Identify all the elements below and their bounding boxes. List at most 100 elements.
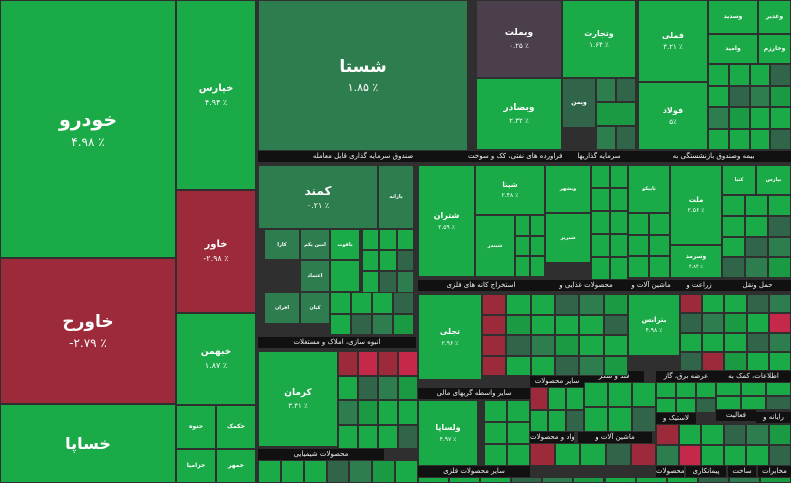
tile-small[interactable] bbox=[591, 257, 610, 280]
tile-kamand[interactable]: کمند ۰.۲۱ ٪ bbox=[258, 165, 378, 229]
tile-mellat[interactable]: ملت ۲.۵۶ ٪ bbox=[670, 165, 722, 245]
tile-small[interactable] bbox=[656, 397, 676, 413]
tile-small[interactable] bbox=[358, 424, 378, 449]
tile-small[interactable] bbox=[608, 407, 632, 432]
tile-small[interactable] bbox=[555, 355, 580, 376]
tile-small[interactable] bbox=[362, 250, 380, 272]
tile-small[interactable] bbox=[398, 400, 418, 425]
tile-small[interactable] bbox=[603, 355, 628, 376]
tile-small[interactable] bbox=[728, 107, 750, 129]
tile-vsarmad[interactable]: وسرمد ۴.۸۴ ٪ bbox=[670, 245, 722, 278]
tile-small[interactable] bbox=[768, 424, 791, 445]
tile-small[interactable] bbox=[378, 351, 398, 376]
tile-small[interactable] bbox=[372, 313, 393, 335]
tile-small[interactable] bbox=[349, 460, 373, 483]
tile-small[interactable] bbox=[766, 382, 791, 396]
tile-small[interactable] bbox=[280, 460, 304, 483]
tile-small[interactable] bbox=[548, 409, 566, 432]
tile-small[interactable] bbox=[579, 294, 604, 315]
tile-small[interactable] bbox=[608, 382, 632, 407]
tile-small[interactable] bbox=[507, 422, 530, 444]
tile-small[interactable] bbox=[702, 313, 725, 333]
tile-small[interactable] bbox=[566, 409, 584, 432]
tile-khavar[interactable]: خاور -۲.۹۸ ٪ bbox=[176, 190, 256, 313]
tile-small[interactable] bbox=[379, 229, 397, 251]
tile-small[interactable] bbox=[530, 355, 555, 376]
tile-vbsader[interactable]: وبصادر ۲.۳۲ ٪ bbox=[476, 78, 562, 150]
tile-yaghoot[interactable]: یاقوت bbox=[330, 229, 360, 260]
tile-small[interactable] bbox=[722, 215, 745, 237]
tile-small[interactable] bbox=[396, 229, 414, 251]
tile-small[interactable] bbox=[548, 387, 566, 410]
tile-small[interactable] bbox=[515, 235, 530, 257]
tile-amin[interactable]: امین یکم bbox=[300, 229, 330, 260]
tile-small[interactable] bbox=[482, 294, 507, 315]
tile-small[interactable] bbox=[393, 313, 414, 335]
tile-small[interactable] bbox=[372, 460, 396, 483]
tile-small[interactable] bbox=[396, 271, 414, 293]
tile-shebriz[interactable]: شبریز bbox=[545, 213, 591, 263]
tile-small[interactable] bbox=[330, 292, 351, 314]
tile-small[interactable] bbox=[596, 78, 616, 102]
tile-small[interactable] bbox=[418, 477, 450, 483]
tile-small[interactable] bbox=[603, 294, 628, 315]
tile-khodro[interactable]: خودرو ۴.۹۸ ٪ bbox=[0, 0, 176, 258]
tile-shasta[interactable]: شستا ۱.۸۵ ٪ bbox=[258, 0, 468, 151]
tile-small[interactable] bbox=[326, 460, 350, 483]
tile-small[interactable] bbox=[511, 477, 543, 483]
tile-small[interactable] bbox=[716, 382, 741, 396]
tile-small[interactable] bbox=[749, 128, 771, 150]
tile-small[interactable] bbox=[702, 351, 725, 371]
tile-small[interactable] bbox=[482, 335, 507, 356]
tile-small[interactable] bbox=[362, 271, 380, 293]
tile-small[interactable] bbox=[656, 382, 676, 398]
tile-small[interactable] bbox=[507, 400, 530, 422]
tile-small[interactable] bbox=[768, 257, 791, 278]
tile-small[interactable] bbox=[649, 256, 670, 278]
tile-small[interactable] bbox=[728, 128, 750, 150]
tile-small[interactable] bbox=[358, 400, 378, 425]
tile-small[interactable] bbox=[555, 294, 580, 315]
tile-vbshahr[interactable]: وبشهر bbox=[545, 165, 591, 213]
tile-small[interactable] bbox=[596, 126, 616, 150]
tile-vtejarat[interactable]: وتجارت ۱.۶۴ ٪ bbox=[562, 0, 636, 78]
tile-small[interactable] bbox=[604, 477, 636, 483]
tile-small[interactable] bbox=[579, 314, 604, 335]
tile-small[interactable] bbox=[746, 294, 769, 314]
tile-small[interactable] bbox=[708, 64, 729, 86]
tile-small[interactable] bbox=[609, 165, 628, 188]
tile-small[interactable] bbox=[656, 424, 679, 445]
tile-small[interactable] bbox=[724, 332, 747, 352]
tile-khmehr[interactable]: خمهر bbox=[216, 449, 256, 483]
tile-small[interactable] bbox=[749, 64, 771, 86]
tile-small[interactable] bbox=[666, 477, 698, 483]
tile-small[interactable] bbox=[542, 477, 574, 483]
tile-small[interactable] bbox=[680, 294, 703, 314]
tile-small[interactable] bbox=[351, 292, 372, 314]
tile-fameli[interactable]: فملی ۴.۲۱ ٪ bbox=[638, 0, 708, 82]
tile-small[interactable] bbox=[768, 236, 791, 258]
tile-small[interactable] bbox=[746, 351, 769, 371]
tile-small[interactable] bbox=[555, 314, 580, 335]
tile-small[interactable] bbox=[770, 107, 791, 129]
tile-small[interactable] bbox=[768, 215, 791, 237]
tile-small[interactable] bbox=[616, 78, 636, 102]
tile-small[interactable] bbox=[630, 443, 656, 466]
tile-small[interactable] bbox=[506, 314, 531, 335]
tile-small[interactable] bbox=[555, 335, 580, 356]
tile-small[interactable] bbox=[573, 477, 605, 483]
tile-small[interactable] bbox=[746, 313, 769, 333]
tile-small[interactable] bbox=[566, 387, 584, 410]
tile-khbahman[interactable]: خبهمن ۱.۸۷ ٪ bbox=[176, 313, 256, 405]
tile-small[interactable] bbox=[770, 85, 791, 107]
tile-afran[interactable]: افران bbox=[264, 292, 300, 324]
tile-small[interactable] bbox=[379, 271, 397, 293]
tile-small[interactable] bbox=[768, 351, 791, 371]
tile-small[interactable] bbox=[708, 85, 729, 107]
tile-small[interactable] bbox=[609, 234, 628, 257]
tile-small[interactable] bbox=[515, 256, 530, 277]
tile-katia[interactable]: کتیا bbox=[722, 165, 756, 195]
tile-small[interactable] bbox=[723, 445, 746, 466]
tile-small[interactable] bbox=[378, 400, 398, 425]
tile-small[interactable] bbox=[584, 382, 608, 407]
